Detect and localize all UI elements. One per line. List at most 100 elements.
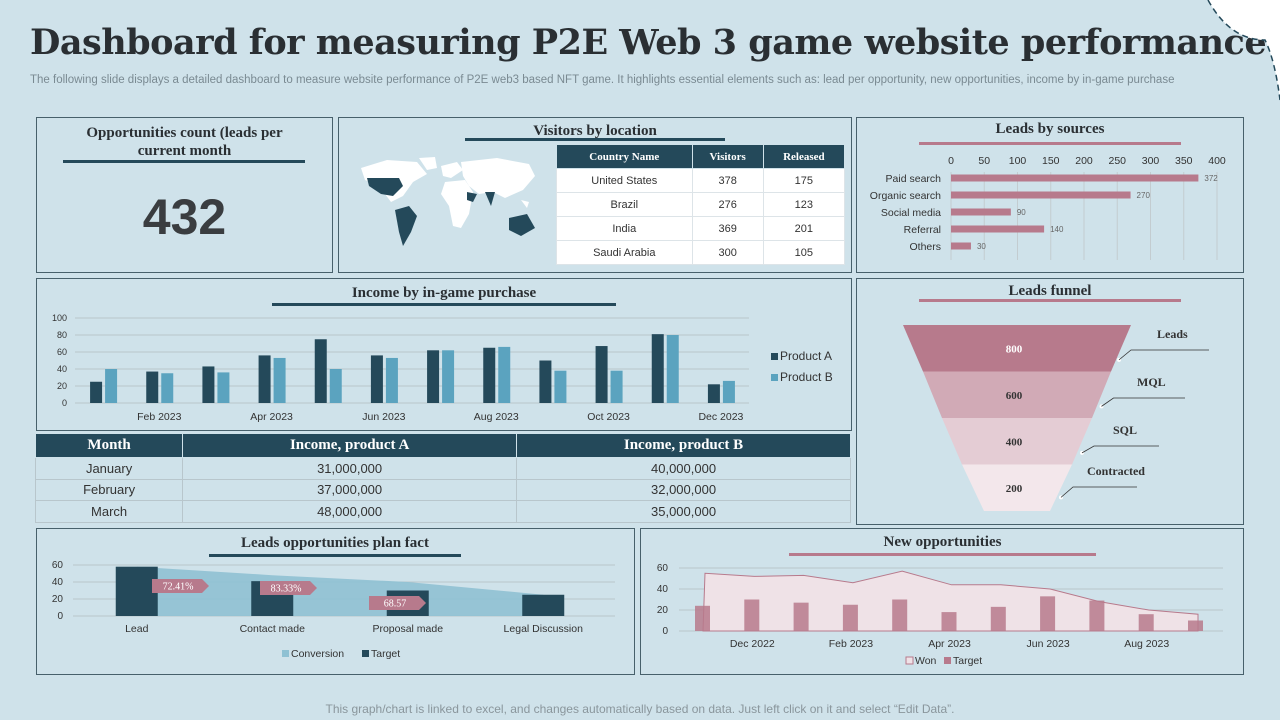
- bar: [273, 357, 286, 403]
- data-label: 83.33%: [271, 584, 302, 595]
- table-cell: 300: [691, 240, 764, 265]
- col-header: Released: [762, 144, 846, 169]
- col-header: Income, product A: [182, 433, 518, 458]
- y-tick-label: 40: [657, 584, 669, 595]
- plan-fact-title: Leads opportunities plan fact: [241, 535, 429, 551]
- plan-fact-panel: Leads opportunities plan fact 0 20 40 60 Lea…: [36, 528, 635, 675]
- col-header: Visitors: [691, 144, 764, 169]
- funnel-segment: [962, 464, 1072, 511]
- funnel-segment: [903, 325, 1131, 372]
- y-tick-label: 0: [662, 626, 668, 637]
- category-label: Social media: [881, 207, 941, 219]
- funnel-leader-line: [1081, 445, 1159, 454]
- leads-funnel-chart: 800 Leads 600 MQL 400 SQL 200 Contracted: [903, 325, 1209, 511]
- table-cell: January: [34, 457, 184, 480]
- x-tick-label: Contact made: [240, 623, 306, 635]
- funnel-value: 600: [1006, 390, 1023, 402]
- legend-label: Product A: [780, 349, 832, 363]
- x-tick-label: 400: [1208, 155, 1226, 167]
- legend-swatch: [905, 656, 914, 665]
- table-cell: 35,000,000: [516, 500, 851, 523]
- table-cell: 123: [762, 192, 846, 217]
- table-cell: 40,000,000: [516, 457, 851, 480]
- bar: [554, 370, 567, 403]
- table-cell: Brazil: [556, 192, 693, 217]
- bar: [951, 225, 1045, 233]
- category-label: Paid search: [886, 173, 942, 185]
- visitors-table: Country Name Visitors Released United St…: [556, 144, 846, 265]
- bar: [1138, 614, 1154, 631]
- bar: [595, 346, 608, 403]
- x-tick-label: Apr 2023: [250, 411, 293, 423]
- x-tick-label: Feb 2023: [137, 411, 182, 423]
- table-row: February 37,000,000 32,000,000: [34, 478, 851, 501]
- bar: [498, 346, 511, 403]
- title-underline: [209, 554, 461, 557]
- bar: [202, 366, 215, 403]
- category-label: Others: [909, 241, 941, 253]
- bar: [610, 370, 623, 403]
- data-label: 270: [1137, 191, 1151, 200]
- x-tick-label: 50: [978, 155, 990, 167]
- legend-label: Won: [915, 655, 937, 667]
- y-tick-label: 0: [62, 398, 67, 408]
- title-underline: [919, 299, 1181, 302]
- x-tick-label: Oct 2023: [587, 411, 630, 423]
- bar: [951, 174, 1199, 182]
- x-tick-label: Jun 2023: [1026, 638, 1069, 650]
- bar: [941, 612, 957, 631]
- table-cell: 175: [762, 168, 846, 193]
- visitors-title: Visitors by location: [533, 123, 657, 139]
- bar: [329, 369, 342, 403]
- funnel-segment: [923, 371, 1111, 418]
- table-cell: 276: [691, 192, 764, 217]
- plan-fact-chart: 0 20 40 60 Lead Contact made Proposal made Lega…: [52, 560, 615, 660]
- bar: [539, 360, 552, 403]
- leads-funnel-panel: Leads funnel 800 Leads 600 MQL 400 SQL 200 Cont…: [856, 278, 1244, 525]
- x-tick-label: 100: [1009, 155, 1027, 167]
- data-label: 68.57: [384, 599, 407, 610]
- y-tick-label: 20: [657, 605, 669, 616]
- bar: [951, 208, 1011, 216]
- funnel-leader-line: [1060, 486, 1137, 498]
- data-label: 72.41%: [163, 582, 194, 593]
- legend-label: Conversion: [291, 648, 344, 660]
- data-label: 30: [977, 242, 986, 251]
- x-tick-label: Legal Discussion: [504, 623, 584, 635]
- funnel-stage-label: Leads: [1157, 327, 1188, 341]
- table-cell: 369: [691, 216, 764, 241]
- bar: [707, 384, 720, 403]
- data-label: 372: [1204, 174, 1218, 183]
- bar: [892, 599, 908, 631]
- x-tick-label: Dec 2023: [698, 411, 743, 423]
- leads-sources-chart: 0 50 100 150 200 250 300 350 400 Paid search 372 Or…: [870, 155, 1226, 260]
- table-row: March 48,000,000 35,000,000: [34, 500, 851, 523]
- bar: [951, 191, 1131, 199]
- title-underline: [789, 553, 1096, 556]
- x-tick-label: 300: [1142, 155, 1160, 167]
- title-underline: [63, 160, 305, 163]
- table-row: India 369 201: [556, 216, 846, 241]
- bar: [105, 369, 118, 403]
- legend-swatch: [282, 650, 289, 657]
- col-header: Income, product B: [516, 433, 851, 458]
- bar: [1040, 596, 1056, 631]
- bar: [115, 566, 158, 616]
- table-row: United States 378 175: [556, 168, 846, 193]
- data-label: 90: [1017, 208, 1026, 217]
- funnel-stage-label: SQL: [1113, 423, 1137, 437]
- label-tag: [152, 579, 209, 593]
- opportunities-panel: Opportunities count (leads per current m…: [36, 117, 333, 273]
- bar: [1089, 600, 1105, 631]
- won-area: [702, 570, 1199, 632]
- bar: [217, 372, 230, 403]
- label-tag: [369, 596, 426, 610]
- world-map: [361, 157, 535, 246]
- table-cell: 378: [691, 168, 764, 193]
- x-tick-label: 200: [1075, 155, 1093, 167]
- table-cell: March: [34, 500, 184, 523]
- bar: [651, 334, 664, 403]
- corner-decoration: [1207, 0, 1280, 101]
- footer-note: This graph/chart is linked to excel, and…: [325, 702, 955, 716]
- visitors-panel: Visitors by location Country Name Visito…: [338, 117, 852, 273]
